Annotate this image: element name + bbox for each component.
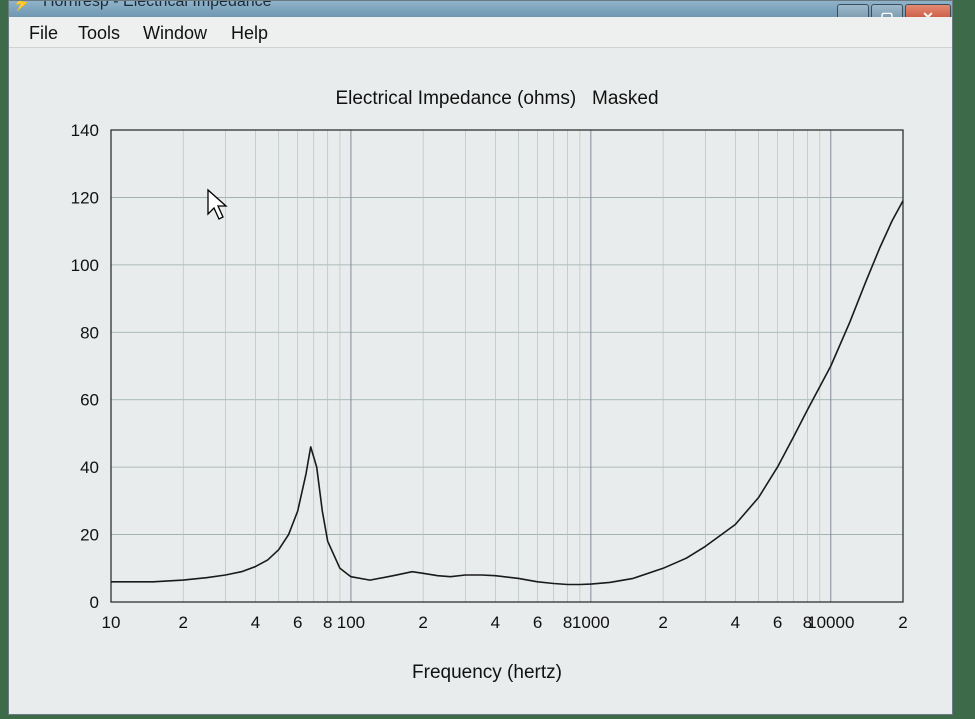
app-window: ⚡ Hornresp - Electrical Impedance ▁ ▢ ✕ … — [8, 0, 953, 715]
y-tick-label: 20 — [80, 526, 99, 545]
x-tick-label: 8 — [563, 613, 572, 632]
x-tick-label: 10 — [102, 613, 121, 632]
mouse-cursor-icon — [207, 188, 228, 220]
menu-help[interactable]: Help — [231, 23, 269, 43]
x-tick-label: 100 — [337, 613, 365, 632]
x-tick-label: 4 — [731, 613, 740, 632]
x-tick-label: 8 — [803, 613, 812, 632]
y-tick-label: 140 — [71, 121, 99, 140]
x-tick-label: 1000 — [572, 613, 610, 632]
window-title: Hornresp - Electrical Impedance — [43, 1, 272, 10]
x-axis-label: Frequency (hertz) — [412, 662, 562, 683]
series-layer — [111, 200, 904, 586]
x-tick-label: 2 — [898, 613, 907, 632]
y-tick-label: 80 — [80, 323, 99, 342]
x-tick-label: 6 — [773, 613, 782, 632]
y-axis-ticks: 0 20 40 60 80 100 120 140 — [71, 121, 99, 612]
plot-frame — [110, 129, 904, 603]
y-tick-label: 120 — [71, 188, 99, 207]
x-tick-label: 2 — [418, 613, 427, 632]
app-icon: ⚡ — [13, 1, 31, 11]
y-tick-label: 40 — [80, 458, 99, 477]
menu-window[interactable]: Window — [143, 23, 208, 43]
x-tick-label: 4 — [491, 613, 500, 632]
x-tick-label: 8 — [323, 613, 332, 632]
y-tick-label: 100 — [71, 256, 99, 275]
menu-bar: File Tools Window Help — [9, 17, 952, 48]
y-tick-label: 60 — [80, 391, 99, 410]
menu-tools[interactable]: Tools — [78, 23, 121, 43]
menu-file[interactable]: File — [29, 23, 59, 43]
x-tick-label: 6 — [293, 613, 302, 632]
impedance-chart: Electrical Impedance (ohms) Masked Frequ… — [71, 88, 908, 683]
x-tick-label: 4 — [251, 613, 260, 632]
x-tick-label: 10000 — [807, 613, 854, 632]
x-tick-label: 2 — [658, 613, 667, 632]
chart-area: Electrical Impedance (ohms) Masked Frequ… — [9, 48, 952, 715]
impedance-curve — [111, 200, 904, 586]
title-bar[interactable]: ⚡ Hornresp - Electrical Impedance — [9, 1, 952, 17]
chart-title: Electrical Impedance (ohms) Masked — [335, 88, 658, 109]
x-tick-label: 2 — [178, 613, 187, 632]
y-tick-label: 0 — [90, 593, 99, 612]
x-tick-label: 6 — [533, 613, 542, 632]
